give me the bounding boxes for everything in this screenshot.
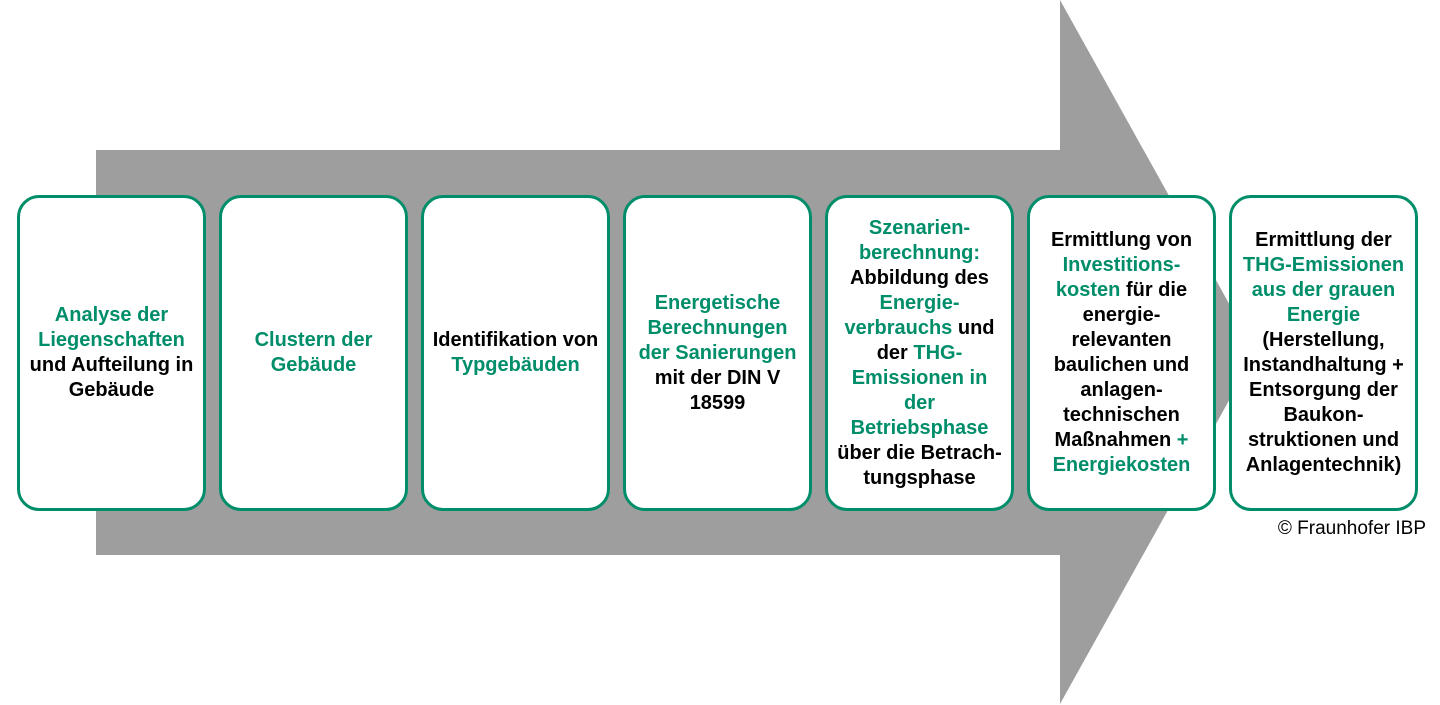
plain-text: mit der DIN V 18599: [655, 367, 781, 414]
copyright-text: © Fraunhofer IBP: [1278, 518, 1426, 540]
highlight-text: Clustern der Gebäude: [255, 329, 373, 376]
process-step-6: Ermittlung von Investitions­kosten für d…: [1027, 195, 1216, 511]
plain-text: Ermittlung von: [1051, 229, 1192, 251]
plain-text: (Herstellung, Instandhaltung + Entsorgun…: [1243, 329, 1404, 476]
plain-text: für die energie­relevanten baulichen und…: [1054, 279, 1190, 451]
highlight-text: Typgebäuden: [451, 354, 580, 376]
process-step-3: Identifikation von Typgebäuden: [421, 195, 610, 511]
process-step-text: Ermittlung von Investitions­kosten für d…: [1038, 228, 1205, 478]
process-steps-row: Analyse der Liegenschaften und Aufteilun…: [17, 195, 1418, 511]
plain-text: Abbildung des: [850, 267, 989, 289]
process-step-text: Clustern der Gebäude: [230, 328, 397, 378]
process-step-text: Energetische Berechnungen der Sanierunge…: [634, 291, 801, 416]
highlight-text: THG-Emissionen aus der grauen Energie: [1243, 254, 1404, 326]
highlight-text: Energie­verbrauchs: [844, 292, 959, 339]
plain-text: über die Betrach­tungsphase: [837, 442, 1002, 489]
highlight-text: Szenarien­berechnung:: [859, 217, 980, 264]
plain-text: Ermittlung der: [1255, 229, 1392, 251]
process-step-4: Energetische Berechnungen der Sanierunge…: [623, 195, 812, 511]
process-step-7: Ermittlung der THG-Emissionen aus der gr…: [1229, 195, 1418, 511]
plain-text: und Aufteilung in Gebäude: [30, 354, 194, 401]
plain-text: Identifikation von: [433, 329, 599, 351]
process-step-text: Identifikation von Typgebäuden: [432, 328, 599, 378]
process-step-5: Szenarien­berechnung: Abbildung des Ener…: [825, 195, 1014, 511]
process-step-text: Ermittlung der THG-Emissionen aus der gr…: [1240, 228, 1407, 478]
process-step-2: Clustern der Gebäude: [219, 195, 408, 511]
highlight-text: Energetische Berechnungen der Sanierunge…: [639, 292, 797, 364]
process-step-1: Analyse der Liegenschaften und Aufteilun…: [17, 195, 206, 511]
diagram-stage: Analyse der Liegenschaften und Aufteilun…: [0, 0, 1440, 705]
process-step-text: Szenarien­berechnung: Abbildung des Ener…: [836, 216, 1003, 491]
highlight-text: Analyse der Liegenschaften: [38, 304, 185, 351]
process-step-text: Analyse der Liegenschaften und Aufteilun…: [28, 303, 195, 403]
highlight-text: THG-Emissionen in der Betriebsphase: [851, 342, 989, 439]
